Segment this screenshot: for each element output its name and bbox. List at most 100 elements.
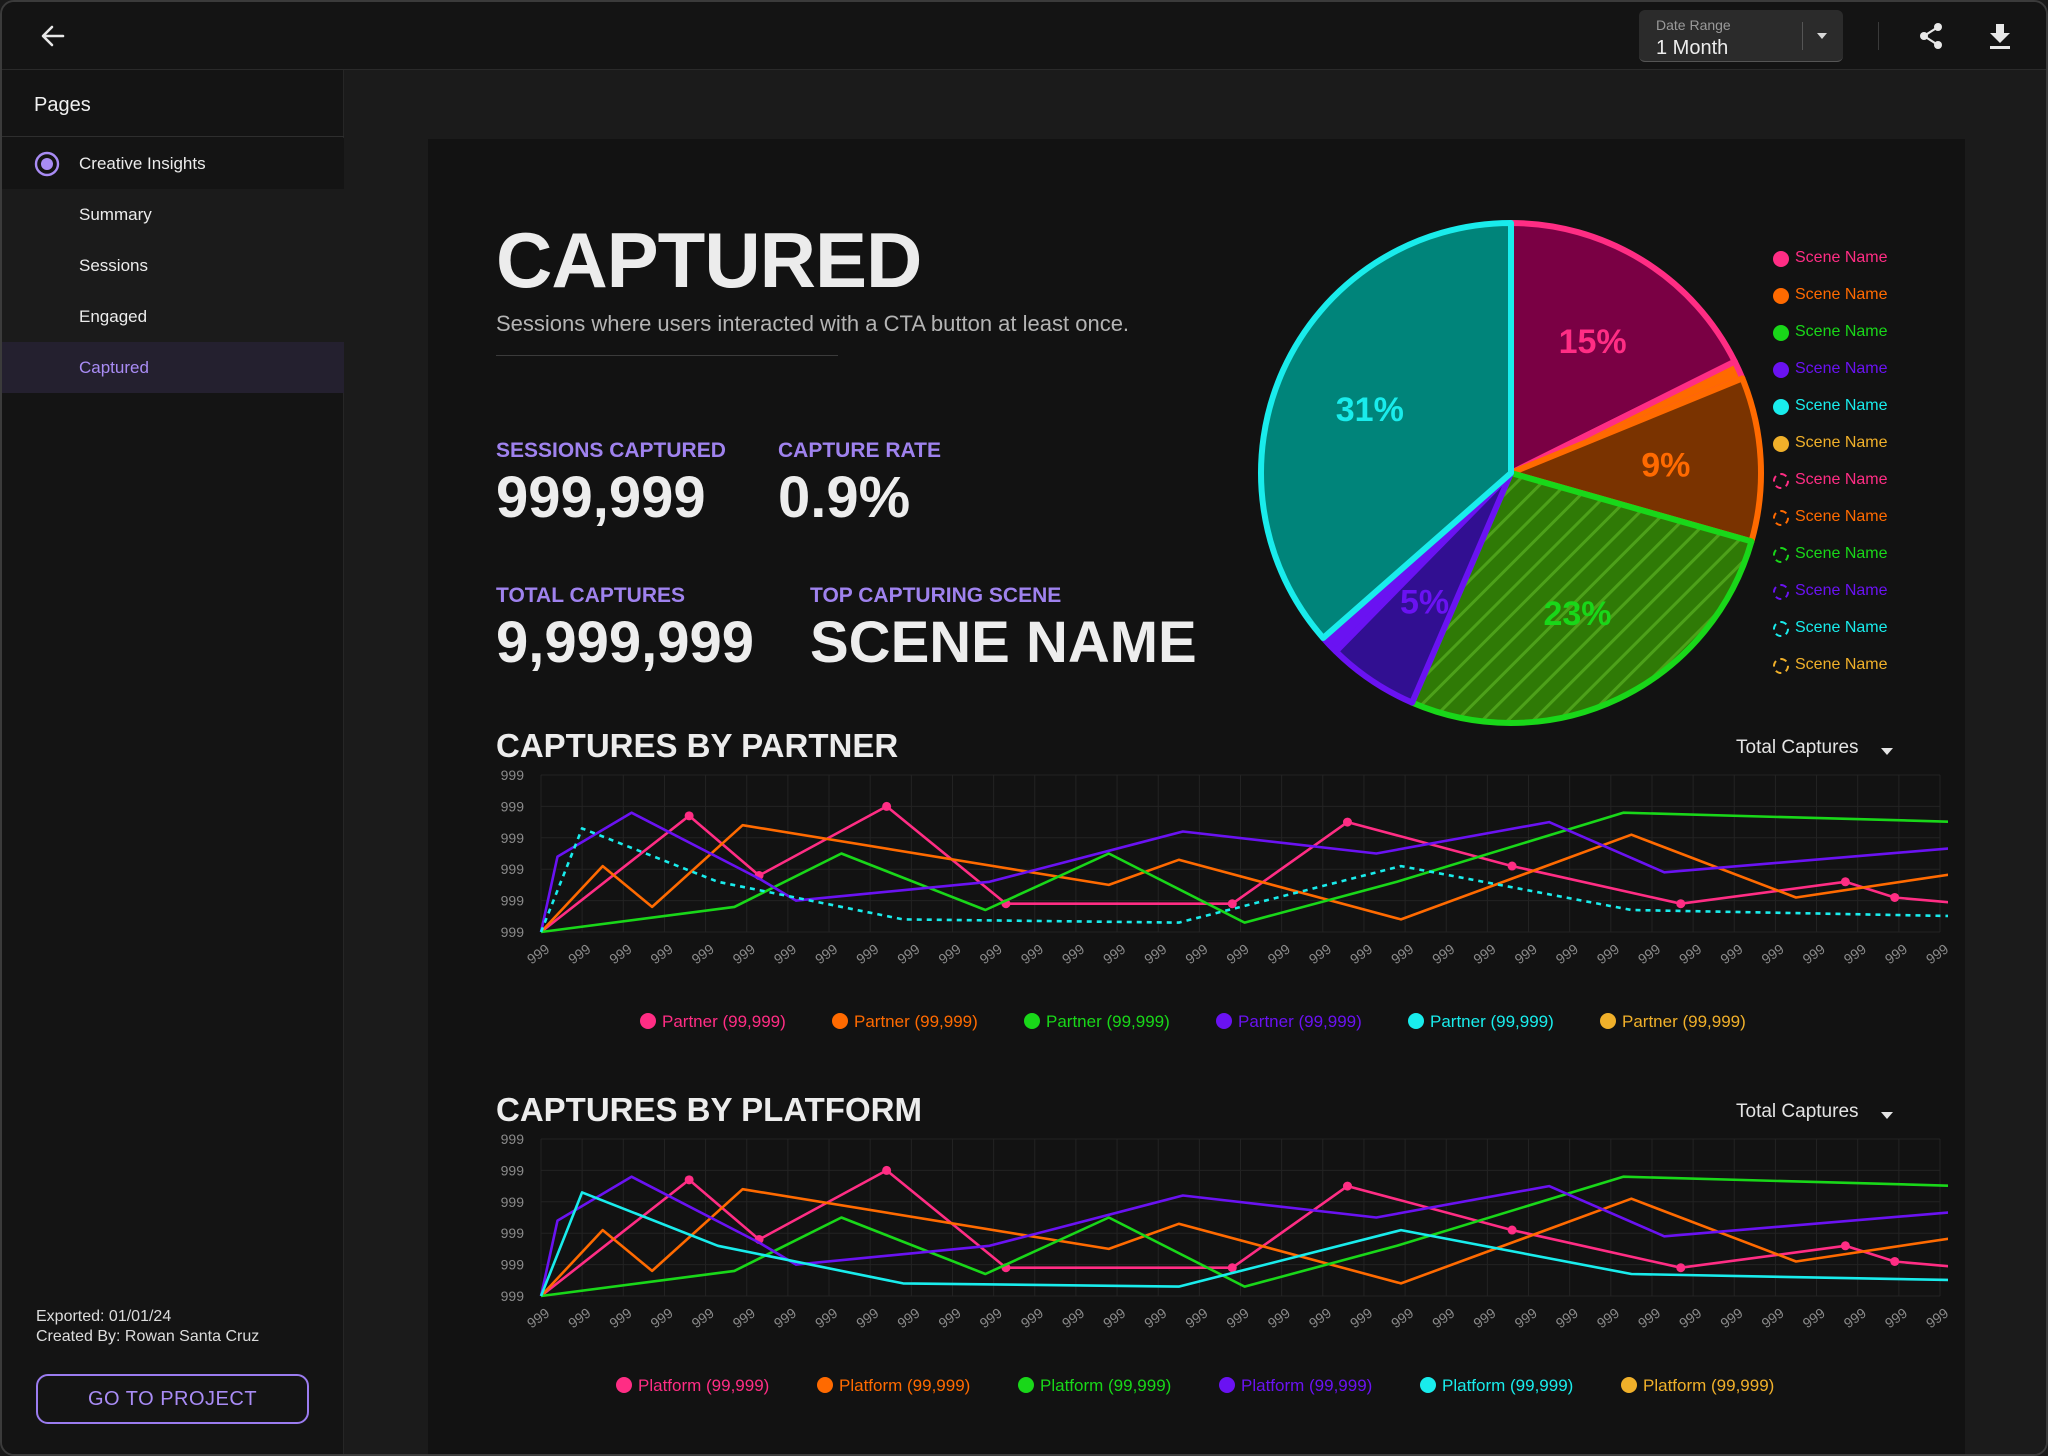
kpi-sessions-captured-label: SESSIONS CAPTURED (496, 439, 726, 462)
legend-swatch (1773, 547, 1789, 563)
download-icon (1990, 24, 2010, 49)
series-line (540, 805, 1965, 934)
legend-item[interactable]: Partner (99,999) (832, 1012, 978, 1032)
x-tick-label: 999 (1059, 1305, 1087, 1332)
legend-item[interactable]: Platform (99,999) (1219, 1376, 1372, 1396)
divider (496, 355, 838, 356)
legend-swatch (1773, 288, 1789, 304)
series-line (540, 1175, 1965, 1298)
data-point (684, 1175, 694, 1185)
sidebar-item-sessions[interactable]: Sessions (2, 240, 344, 291)
data-point (882, 1165, 892, 1175)
series-line (539, 827, 1965, 933)
sidebar-item-label: Sessions (79, 256, 148, 275)
legend-item[interactable]: Platform (99,999) (616, 1376, 769, 1396)
sidebar-item-label: Captured (79, 358, 149, 377)
x-tick-label: 999 (1635, 941, 1663, 968)
legend-label: Platform (99,999) (638, 1376, 770, 1395)
x-tick-label: 999 (812, 941, 840, 968)
x-tick-label: 999 (1141, 1305, 1169, 1332)
legend-item[interactable]: Partner (99,999) (1408, 1012, 1554, 1032)
data-point (1890, 1256, 1900, 1266)
legend-item[interactable]: Platform (99,999) (817, 1376, 970, 1396)
data-point (1890, 892, 1900, 902)
legend-item[interactable]: Partner (99,999) (1216, 1012, 1362, 1032)
legend-label: Scene Name (1795, 582, 1888, 599)
x-tick-label: 999 (524, 1305, 552, 1332)
series-line (540, 823, 1965, 933)
legend-swatch (1408, 1013, 1424, 1029)
x-tick-label: 999 (1223, 941, 1251, 968)
legend-label: Partner (99,999) (662, 1012, 786, 1031)
legend-label: Partner (99,999) (1622, 1012, 1746, 1031)
x-tick-label: 999 (1470, 1305, 1498, 1332)
x-tick-label: 999 (1676, 1305, 1704, 1332)
x-tick-label: 999 (730, 1305, 758, 1332)
series-line (540, 811, 1965, 934)
legend-label: Platform (99,999) (1442, 1376, 1574, 1395)
y-tick-label: 999 (501, 1288, 525, 1304)
chart-legend-partner: Partner (99,999) Partner (99,999) Partner … (428, 1012, 1965, 1038)
legend-swatch (1621, 1377, 1637, 1393)
y-tick-label: 999 (501, 1225, 525, 1241)
series-line (539, 1175, 1965, 1297)
legend-item[interactable]: Partner (99,999) (640, 1012, 786, 1032)
legend-item[interactable]: Partner (99,999) (1600, 1012, 1746, 1032)
x-tick-label: 999 (1470, 941, 1498, 968)
download-button[interactable] (1984, 20, 2016, 52)
sidebar-item-engaged[interactable]: Engaged (2, 291, 344, 342)
legend-label: Partner (99,999) (1238, 1012, 1362, 1031)
x-tick-label: 999 (1800, 1305, 1828, 1332)
arrow-left-icon (41, 25, 65, 47)
chevron-down-icon (1881, 1112, 1893, 1119)
go-to-project-button[interactable]: GO TO PROJECT (36, 1374, 309, 1424)
legend-item[interactable]: Platform (99,999) (1018, 1376, 1171, 1396)
share-button[interactable] (1915, 20, 1947, 52)
metric-select-partner[interactable]: Total Captures (1736, 737, 1896, 767)
x-tick-label: 999 (1800, 941, 1828, 968)
legend-swatch (1773, 621, 1789, 637)
date-range-select[interactable]: Date Range 1 Month (1639, 10, 1843, 62)
legend-swatch (1773, 584, 1789, 600)
kpi-top-scene-label: TOP CAPTURING SCENE (810, 584, 1062, 607)
pie-slice (1258, 220, 1514, 641)
x-tick-label: 999 (1429, 1305, 1457, 1332)
metric-select-platform[interactable]: Total Captures (1736, 1101, 1896, 1131)
x-tick-label: 999 (1841, 941, 1869, 968)
divider (2, 136, 344, 137)
legend-swatch (1420, 1377, 1436, 1393)
legend-label: Platform (99,999) (1241, 1376, 1373, 1395)
x-tick-label: 999 (1018, 941, 1046, 968)
data-point (1507, 861, 1517, 871)
legend-item[interactable]: Platform (99,999) (1621, 1376, 1774, 1396)
x-tick-label: 999 (1594, 941, 1622, 968)
sidebar-item-summary[interactable]: Summary (2, 189, 344, 240)
x-tick-label: 999 (1059, 941, 1087, 968)
sidebar-item-label: Engaged (79, 307, 148, 326)
legend-label: Scene Name (1795, 545, 1888, 562)
legend-label: Scene Name (1795, 286, 1888, 303)
sidebar-item-creative-insights[interactable]: Creative Insights (2, 138, 344, 189)
x-tick-label: 999 (606, 1305, 634, 1332)
legend-label: Scene Name (1795, 397, 1888, 414)
legend-swatch (1773, 325, 1789, 341)
x-tick-label: 999 (1882, 941, 1910, 968)
sidebar-item-captured[interactable]: Captured (2, 342, 344, 393)
series-line (540, 1169, 1965, 1298)
legend-label: Platform (99,999) (839, 1376, 971, 1395)
line-chart-partner: 999 999 999 999 999 999 999 999 999 999 999 999 999 9… (478, 767, 1970, 977)
back-button[interactable] (32, 16, 74, 56)
pie-chart: 15% 9% 23% 5% 31% (1228, 209, 1788, 749)
pie-slice (1409, 470, 1755, 726)
y-tick-label: 999 (501, 1257, 525, 1273)
exported-date: Exported: 01/01/24 (36, 1308, 172, 1325)
x-tick-label: 999 (1306, 1305, 1334, 1332)
legend-item[interactable]: Partner (99,999) (1024, 1012, 1170, 1032)
legend-item[interactable]: Platform (99,999) (1420, 1376, 1573, 1396)
page-subtitle: Sessions where users interacted with a C… (496, 311, 1130, 336)
x-tick-label: 999 (1265, 941, 1293, 968)
series-line (540, 1187, 1965, 1297)
x-tick-label: 999 (1388, 941, 1416, 968)
legend-swatch (1773, 251, 1789, 267)
x-tick-label: 999 (1553, 941, 1581, 968)
